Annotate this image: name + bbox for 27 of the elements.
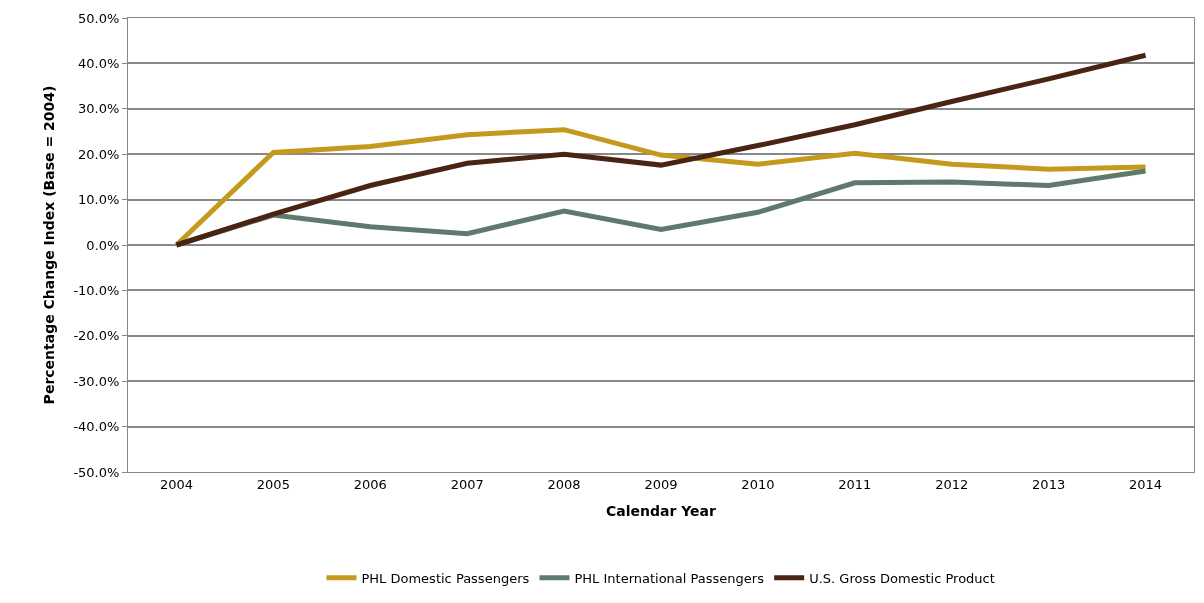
x-tick-label: 2011 — [838, 476, 872, 492]
y-tick-label: 10.0% — [78, 192, 120, 208]
x-tick-label: 2004 — [159, 476, 193, 492]
y-tick-label: 30.0% — [78, 101, 120, 117]
y-tick-label: 20.0% — [78, 146, 120, 162]
y-tick-label: 40.0% — [78, 55, 120, 71]
x-tick-label: 2006 — [353, 476, 387, 492]
legend-label: U.S. Gross Domestic Product — [809, 570, 995, 586]
y-tick-label: -30.0% — [73, 373, 120, 389]
y-tick-label: 0.0% — [86, 237, 120, 253]
x-axis-title: Calendar Year — [606, 502, 717, 519]
x-tick-label: 2010 — [741, 476, 775, 492]
y-tick-label: -10.0% — [73, 282, 120, 298]
x-tick-label: 2008 — [547, 476, 581, 492]
x-tick-label: 2009 — [644, 476, 678, 492]
y-tick-label: -40.0% — [73, 419, 120, 435]
y-tick-label: -20.0% — [73, 328, 120, 344]
x-tick-label: 2005 — [256, 476, 290, 492]
y-tick-label: 50.0% — [78, 10, 120, 26]
x-tick-label: 2007 — [450, 476, 484, 492]
legend-label: PHL International Passengers — [574, 570, 765, 586]
y-tick-label: -50.0% — [73, 464, 120, 480]
x-tick-label: 2012 — [935, 476, 969, 492]
x-tick-label: 2013 — [1032, 476, 1066, 492]
y-axis-title: Percentage Change Index (Base = 2004) — [41, 85, 57, 405]
x-tick-label: 2014 — [1129, 476, 1163, 492]
legend-label: PHL Domestic Passengers — [361, 570, 530, 586]
